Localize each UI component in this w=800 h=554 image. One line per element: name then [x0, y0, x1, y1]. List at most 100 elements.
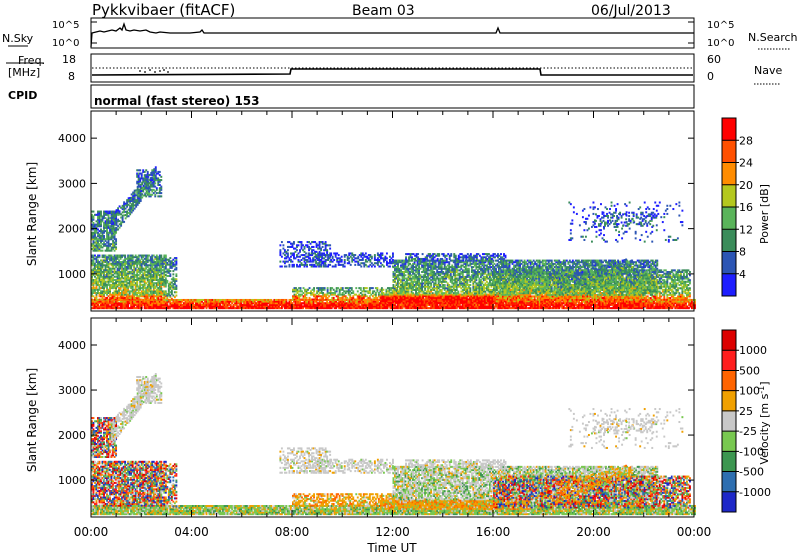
- power-cell: [279, 249, 281, 251]
- power-cell: [329, 244, 331, 246]
- power-cell: [382, 289, 384, 291]
- power-cell: [175, 273, 177, 275]
- power-cell: [115, 246, 117, 248]
- power-cell: [329, 248, 331, 250]
- power-cell: [123, 221, 125, 223]
- power-cell: [291, 261, 293, 263]
- power-cell: [99, 255, 101, 257]
- power-cell: [113, 234, 115, 236]
- nave-scatter: [139, 69, 169, 73]
- power-cell: [293, 241, 295, 243]
- power-cell: [279, 261, 281, 263]
- power-cell: [360, 287, 362, 289]
- power-cell: [296, 249, 298, 251]
- power-cell: [326, 249, 328, 251]
- power-cell: [102, 250, 104, 252]
- power-cell: [160, 192, 162, 194]
- power-cell: [115, 238, 117, 240]
- cpid-panel: [91, 85, 694, 108]
- power-cell: [125, 217, 127, 219]
- power-cell: [300, 287, 302, 289]
- power-cell: [285, 299, 287, 301]
- power-cell: [117, 207, 119, 209]
- power-cell: [293, 264, 295, 266]
- power-cell: [141, 194, 143, 196]
- power-cell: [298, 244, 300, 246]
- power-cell: [125, 208, 127, 210]
- power-cell: [352, 290, 354, 292]
- power-cell: [100, 211, 102, 213]
- power-cell: [351, 287, 353, 289]
- power-cell: [324, 287, 326, 289]
- power-cell: [306, 297, 308, 299]
- power-cell: [160, 195, 162, 197]
- power-cell: [103, 235, 105, 237]
- power-cell: [148, 174, 150, 176]
- power-cell: [166, 280, 168, 282]
- power-cell: [111, 236, 113, 238]
- power-cell: [342, 287, 344, 289]
- power-cell: [165, 255, 167, 257]
- power-cell: [156, 187, 158, 189]
- power-cell: [281, 241, 283, 243]
- power-cell: [325, 241, 327, 243]
- power-cell: [119, 210, 121, 212]
- power-cell: [281, 265, 283, 267]
- power-cell: [172, 299, 174, 301]
- power-cell: [153, 169, 155, 171]
- freq-line: [92, 69, 693, 75]
- power-cell: [313, 246, 315, 248]
- power-cell: [329, 264, 331, 266]
- power-cell: [288, 264, 290, 266]
- power-cell: [175, 299, 177, 301]
- power-cell: [355, 287, 357, 289]
- power-cell: [169, 257, 171, 259]
- power-cell: [322, 246, 324, 248]
- power-cell: [175, 267, 177, 269]
- power-heatmap-data: [91, 166, 696, 309]
- noise-panel: [91, 18, 694, 48]
- power-cell: [134, 208, 136, 210]
- power-cell: [160, 176, 162, 178]
- power-cell: [159, 171, 161, 173]
- power-cell: [155, 166, 157, 168]
- power-cell: [160, 186, 162, 188]
- noise-sky-line: [91, 24, 694, 47]
- power-cell: [153, 174, 155, 176]
- power-cell: [169, 273, 171, 275]
- power-cell: [165, 290, 167, 292]
- power-cell: [160, 179, 162, 181]
- power-cell: [128, 215, 130, 217]
- power-cell: [155, 174, 157, 176]
- rti-plot: 1000200030004000 1000200030004000 481216…: [0, 0, 800, 554]
- power-cell: [309, 287, 311, 289]
- power-cell: [165, 277, 167, 279]
- power-cell: [305, 252, 307, 254]
- power-cell: [175, 278, 177, 280]
- power-cell: [287, 252, 289, 254]
- power-cell: [366, 287, 368, 289]
- power-cell: [333, 297, 335, 299]
- power-cell: [282, 244, 284, 246]
- power-cell: [287, 249, 289, 251]
- power-cell: [160, 255, 162, 257]
- power-cell: [117, 228, 119, 230]
- power-cell: [175, 285, 177, 287]
- power-cell: [357, 290, 359, 292]
- power-cell: [141, 196, 143, 198]
- power-cell: [93, 211, 95, 213]
- power-cell: [301, 241, 303, 243]
- power-cell: [285, 265, 287, 267]
- power-cell: [175, 295, 177, 297]
- power-cell: [175, 257, 177, 259]
- power-cell: [169, 270, 171, 272]
- power-cell: [327, 287, 329, 289]
- power-cell: [142, 187, 144, 189]
- power-cell: [139, 169, 141, 171]
- power-cell: [147, 171, 149, 173]
- power-cell: [376, 287, 378, 289]
- power-cell: [175, 291, 177, 293]
- power-cell: [372, 287, 374, 289]
- power-cell: [124, 255, 126, 257]
- power-cell: [141, 299, 143, 301]
